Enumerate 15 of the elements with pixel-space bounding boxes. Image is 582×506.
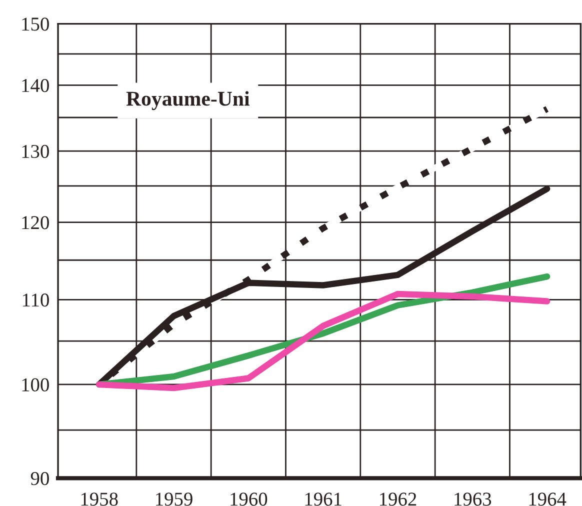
x-tick-label: 1964 <box>529 492 566 506</box>
x-tick-label: 1960 <box>230 492 268 506</box>
text: Royaume-Uni <box>126 91 250 110</box>
y-tick-label: 150 <box>22 18 49 31</box>
y-tick-label: 110 <box>22 293 49 307</box>
x-tick-label: 1963 <box>454 492 492 506</box>
x-tick-label: 1962 <box>380 492 416 506</box>
x-tick-label: 1959 <box>156 492 192 506</box>
y-tick-label: 140 <box>22 78 49 92</box>
y-tick-label: 130 <box>22 144 49 158</box>
x-tick-label: 1958 <box>81 492 118 506</box>
x-tick-label: 1961 <box>305 492 342 506</box>
y-tick-label: 90 <box>30 472 49 486</box>
y-tick-label: 120 <box>22 216 49 230</box>
y-tick-label: 100 <box>22 378 49 392</box>
